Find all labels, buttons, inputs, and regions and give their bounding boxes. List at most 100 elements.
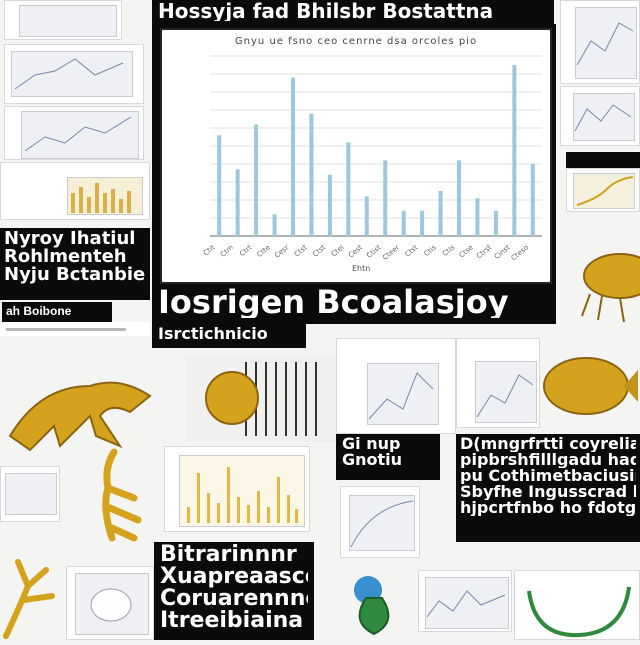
green-pod-icon bbox=[527, 586, 631, 638]
bottom-heading-block: Bitrarinnnr Xuapreaasce Coruarennne Itre… bbox=[154, 542, 314, 640]
golden-claw-icon bbox=[8, 381, 152, 452]
golden-root-illustration-1 bbox=[94, 448, 146, 544]
center-small-line-2: Gnotiu bbox=[342, 452, 403, 468]
line-sketch-7 bbox=[350, 500, 414, 548]
bar-0 bbox=[217, 135, 222, 236]
golden-branch-icon bbox=[3, 559, 55, 639]
bar-16 bbox=[512, 65, 517, 236]
left-heading-line-2: Rohlmenteh bbox=[4, 248, 127, 266]
thumbnail-right-3 bbox=[566, 168, 640, 212]
x-axis-title: Ehtn bbox=[352, 264, 371, 273]
left-caption-strip bbox=[0, 322, 150, 336]
golden-fish-illustration bbox=[540, 346, 640, 426]
line-sketch-1 bbox=[14, 58, 124, 90]
right-text-line-5: hjpcrtfnbo ho fdotgodtahn bbox=[460, 500, 636, 516]
x-tick-label-7: Ctei bbox=[330, 243, 346, 258]
x-tick-label-1: Ctm bbox=[219, 243, 235, 259]
mid-banner-title: Iosrigen Bcoalasjoy bbox=[158, 286, 509, 318]
bottom-heading-line-3: Coruarennne bbox=[160, 588, 308, 610]
bar-2 bbox=[254, 124, 259, 236]
line-sketch-3 bbox=[576, 22, 634, 66]
main-bar-chart: Gnyu ue fsno ceo cenrne dsa orcoles pio … bbox=[160, 28, 552, 284]
thumbnail-top-left-2 bbox=[4, 44, 144, 104]
thumbnail-mid-3 bbox=[456, 338, 540, 428]
right-text-line-4: Sbyfhe Ingusscrad hg bbox=[460, 484, 636, 500]
thumbnail-bottom-left bbox=[66, 566, 154, 640]
golden-fish-icon bbox=[543, 357, 638, 415]
thumbnail-top-left-3 bbox=[4, 106, 144, 160]
green-leaf-icon bbox=[354, 576, 390, 636]
white-cup-icon bbox=[90, 588, 132, 622]
thumbnail-mid-left bbox=[0, 466, 60, 522]
x-tick-label-14: Ctse bbox=[458, 243, 475, 259]
center-small-line-1: Gi nup bbox=[342, 436, 401, 452]
thumbnail-top-left-4 bbox=[0, 162, 150, 220]
x-tick-label-16: Cinst bbox=[493, 243, 512, 261]
right-text-line-2: pipbrshfilllgadu hadadv bbox=[460, 452, 636, 468]
golden-bars-sketch bbox=[187, 467, 298, 523]
green-leaf-illustration bbox=[344, 570, 410, 640]
bar-17 bbox=[530, 164, 535, 236]
x-tick-label-9: Ctist bbox=[365, 243, 383, 260]
thumbnail-top-right-1 bbox=[560, 0, 640, 84]
x-tick-label-4: Cesr bbox=[273, 243, 290, 259]
bar-9 bbox=[383, 160, 388, 236]
bar-chart-svg: Ctit Ctm Ctrt Ctte Cesr Ctst Ctst Ctei Cest Ctist… bbox=[202, 55, 542, 262]
line-sketch-8 bbox=[426, 590, 506, 618]
thumbnail-bottom-center bbox=[340, 486, 420, 558]
mid-sub-title: Isrctichnicio bbox=[158, 326, 268, 342]
x-tick-label-0: Ctit bbox=[202, 243, 217, 257]
golden-root-illustration-2 bbox=[0, 556, 60, 640]
golden-root-icon bbox=[102, 448, 142, 542]
golden-seed-icon bbox=[205, 362, 317, 436]
bar-7 bbox=[346, 142, 351, 236]
thumbnail-bottom-right-1 bbox=[418, 570, 512, 632]
right-small-label bbox=[566, 152, 640, 168]
x-tick-label-5: Ctst bbox=[293, 243, 309, 258]
thumbnail-bottom-right-2 bbox=[514, 570, 640, 640]
x-tick-label-17: Cteso bbox=[510, 243, 530, 262]
bar-11 bbox=[420, 210, 425, 236]
bar-13 bbox=[457, 160, 461, 236]
golden-curve-sketch bbox=[576, 176, 634, 206]
bar-1 bbox=[235, 169, 240, 236]
x-tick-label-11: Ctst bbox=[404, 243, 420, 258]
thumbnail-top-left-1 bbox=[4, 0, 122, 40]
x-tick-label-8: Cest bbox=[347, 243, 364, 259]
x-tick-label-13: Ctis bbox=[441, 243, 457, 258]
mid-banner: Iosrigen Bcoalasjoy bbox=[152, 284, 556, 324]
thumbnail-top-right-2 bbox=[560, 86, 640, 146]
bottom-heading-line-2: Xuapreaasce bbox=[160, 566, 308, 588]
right-text-line-3: pu Cothimetbaciusinp ipd bbox=[460, 468, 636, 484]
bar-6 bbox=[327, 174, 332, 236]
bar-5 bbox=[309, 113, 314, 236]
line-sketch-2 bbox=[24, 116, 132, 152]
bar-8 bbox=[364, 196, 369, 236]
bar-3 bbox=[272, 214, 277, 236]
mini-bar-sketch bbox=[71, 183, 131, 213]
chart-title: Gnyu ue fsno ceo cenrne dsa orcoles pio bbox=[234, 36, 478, 47]
x-tick-label-3: Ctte bbox=[255, 243, 271, 259]
left-small-caption-text: ah Boibone bbox=[6, 304, 72, 318]
bar-15 bbox=[493, 210, 498, 236]
x-tick-label-10: Cteer bbox=[381, 243, 401, 261]
right-text-block: D(mngrfrtti coyreliant pipbrshfilllgadu … bbox=[456, 434, 640, 542]
x-tick-label-2: Ctrt bbox=[238, 243, 253, 258]
golden-seed-illustration bbox=[186, 356, 336, 442]
bar-12 bbox=[438, 191, 443, 236]
bar-14 bbox=[475, 198, 480, 236]
top-banner-title: Hossyja fad Bhilsbr Bostattna bbox=[158, 1, 494, 21]
golden-beetle-icon bbox=[581, 253, 640, 323]
x-tick-label-6: Ctst bbox=[311, 243, 327, 258]
top-banner: Hossyja fad Bhilsbr Bostattna bbox=[152, 0, 554, 24]
left-heading-block: Nyroy Ihatiul Rohlmenteh Nyju Bctanbiele bbox=[0, 228, 150, 300]
bottom-heading-line-1: Bitrarinnnr bbox=[160, 544, 297, 566]
left-heading-line-3: Nyju Bctanbiele bbox=[4, 266, 146, 284]
line-sketch-4 bbox=[574, 104, 632, 132]
bar-4 bbox=[291, 77, 295, 236]
left-small-caption: ah Boibone bbox=[2, 302, 112, 322]
center-small-block: Gi nup Gnotiu bbox=[336, 434, 440, 480]
line-sketch-6 bbox=[476, 374, 534, 418]
x-tick-label-12: Ctis bbox=[423, 243, 439, 258]
thumbnail-mid-2 bbox=[336, 338, 456, 434]
